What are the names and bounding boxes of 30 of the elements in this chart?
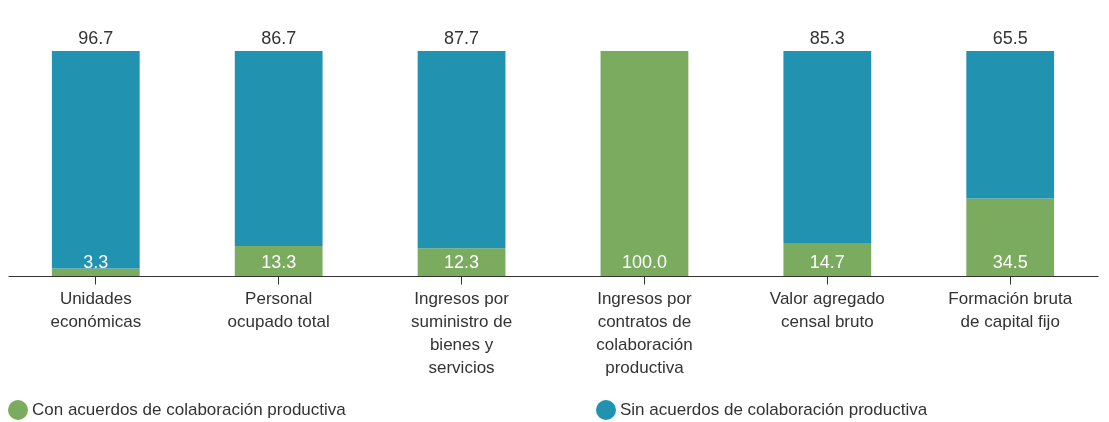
- bar: [51, 268, 140, 276]
- x-tick-label: Formación bruta de capital fijo: [948, 289, 1073, 331]
- data-label: 34.5: [992, 252, 1028, 272]
- data-label: 87.7: [444, 28, 480, 48]
- legend-label: Con acuerdos de colaboración productiva: [32, 400, 347, 419]
- bar: [783, 51, 872, 243]
- data-label: 3.3: [83, 252, 109, 272]
- bar: [51, 51, 140, 269]
- data-label: 13.3: [261, 252, 297, 272]
- x-tick-label: Ingresos por suministro de bienes y servicios: [411, 289, 513, 377]
- bar: [966, 51, 1055, 199]
- x-tick-label: Ingresos por contratos de colaboración productiva: [596, 289, 693, 377]
- data-label: 65.5: [992, 28, 1028, 48]
- bar: [234, 51, 323, 247]
- bar: [417, 248, 506, 276]
- bar: [417, 51, 506, 249]
- x-tick-label: Personal ocupado total: [227, 289, 330, 331]
- bar: [783, 242, 872, 276]
- legend-label: Sin acuerdos de colaboración productiva: [620, 400, 928, 419]
- x-tick-label: Unidades económicas: [50, 289, 142, 331]
- data-label: 12.3: [444, 252, 480, 272]
- bar: [234, 246, 323, 276]
- data-label: 85.3: [809, 28, 845, 48]
- x-tick-label: Valor agregado censal bruto: [769, 289, 885, 331]
- data-label: 100.0: [621, 252, 667, 272]
- bar: [600, 51, 689, 276]
- bar: [966, 198, 1055, 276]
- data-label: 14.7: [809, 252, 845, 272]
- data-label: 86.7: [261, 28, 297, 48]
- data-label: 96.7: [78, 28, 114, 48]
